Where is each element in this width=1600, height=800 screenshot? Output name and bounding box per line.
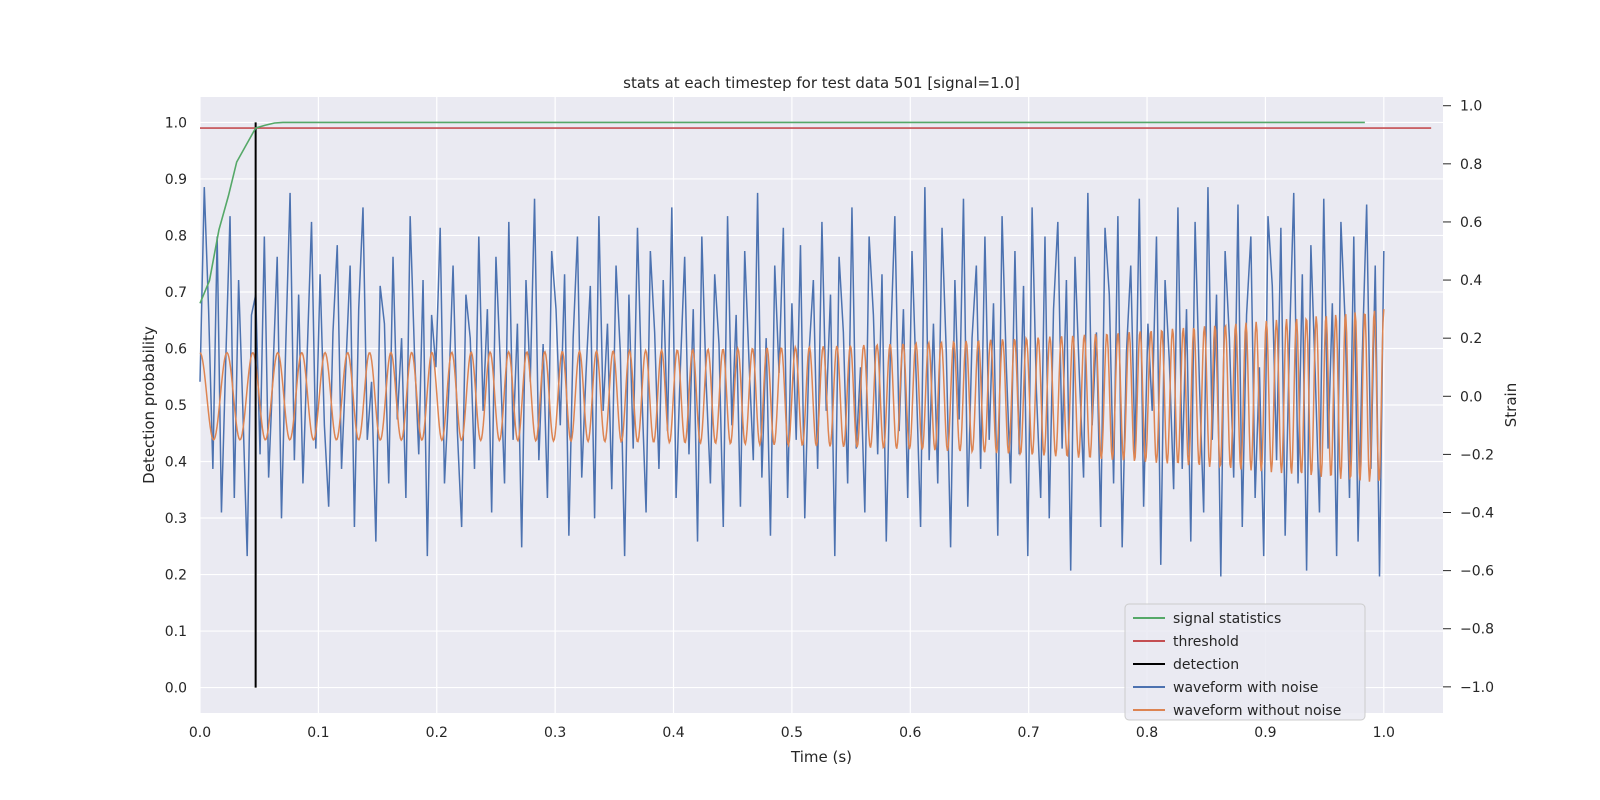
series-group (199, 121, 1432, 688)
x-tick-label: 0.0 (189, 725, 211, 741)
legend-box (1124, 603, 1366, 721)
y-tick-label-left: 0.6 (165, 341, 187, 357)
legend-label: signal statistics (1173, 611, 1281, 627)
x-tick-label: 0.3 (544, 725, 566, 741)
legend-label: waveform without noise (1173, 703, 1341, 719)
y-axis-title-left: Detection probability (140, 326, 158, 484)
x-tick-label: 0.2 (426, 725, 448, 741)
x-tick-label: 0.6 (899, 725, 921, 741)
y-tick-label-left: 0.0 (165, 681, 187, 697)
y-tick-labels-right: −1.0 −0.8 −0.6 −0.4 −0.2 0.0 0.2 0.4 0.6 0.8 1.0 (1443, 99, 1494, 696)
y-tick-label-left: 0.4 (165, 455, 187, 471)
y-tick-label-left: 1.0 (165, 115, 187, 131)
x-tick-label: 0.5 (781, 725, 803, 741)
y-tick-label-left: 0.1 (165, 624, 187, 640)
x-tick-label: 0.7 (1018, 725, 1040, 741)
x-tick-label: 0.4 (662, 725, 684, 741)
y-tick-label-left: 0.3 (165, 511, 187, 527)
legend-label: detection (1173, 657, 1239, 673)
y-tick-label-left: 0.2 (165, 568, 187, 584)
y-tick-label-right: 0.4 (1460, 273, 1482, 289)
x-tick-label: 0.9 (1254, 725, 1276, 741)
legend-label: threshold (1173, 634, 1239, 650)
y-tick-label-right: 0.0 (1460, 389, 1482, 405)
series-signal-statistics (199, 121, 1365, 304)
y-tick-label-right: 0.2 (1460, 331, 1482, 347)
x-tick-labels: 0.0 0.1 0.2 0.3 0.4 0.5 0.6 0.7 0.8 0.9 1.0 (189, 725, 1395, 741)
x-tick-label: 0.1 (307, 725, 329, 741)
x-tick-label: 1.0 (1373, 725, 1395, 741)
legend: signal statistics threshold detection wavef… (1124, 603, 1366, 721)
y-tick-label-right: −1.0 (1460, 680, 1494, 696)
y-axis-title-right: Strain (1502, 383, 1520, 427)
x-axis-title: Time (s) (790, 748, 852, 766)
x-tick-label: 0.8 (1136, 725, 1158, 741)
y-tick-label-right: −0.2 (1460, 447, 1494, 463)
series-waveform-without-noise (199, 309, 1385, 482)
y-tick-label-right: 0.8 (1460, 157, 1482, 173)
y-tick-label-right: −0.6 (1460, 564, 1494, 580)
chart-title: stats at each timestep for test data 501… (623, 74, 1020, 92)
y-tick-label-right: −0.4 (1460, 506, 1494, 522)
y-tick-label-left: 0.8 (165, 228, 187, 244)
y-tick-label-left: 0.9 (165, 172, 187, 188)
y-tick-labels-left: 0.0 0.1 0.2 0.3 0.4 0.5 0.6 0.7 0.8 0.9 1.0 (165, 115, 187, 696)
y-tick-label-left: 0.5 (165, 398, 187, 414)
y-tick-label-left: 0.7 (165, 285, 187, 301)
y-tick-label-right: 1.0 (1460, 99, 1482, 115)
y-tick-label-right: −0.8 (1460, 622, 1494, 638)
y-tick-label-right: 0.6 (1460, 215, 1482, 231)
legend-label: waveform with noise (1173, 680, 1318, 696)
